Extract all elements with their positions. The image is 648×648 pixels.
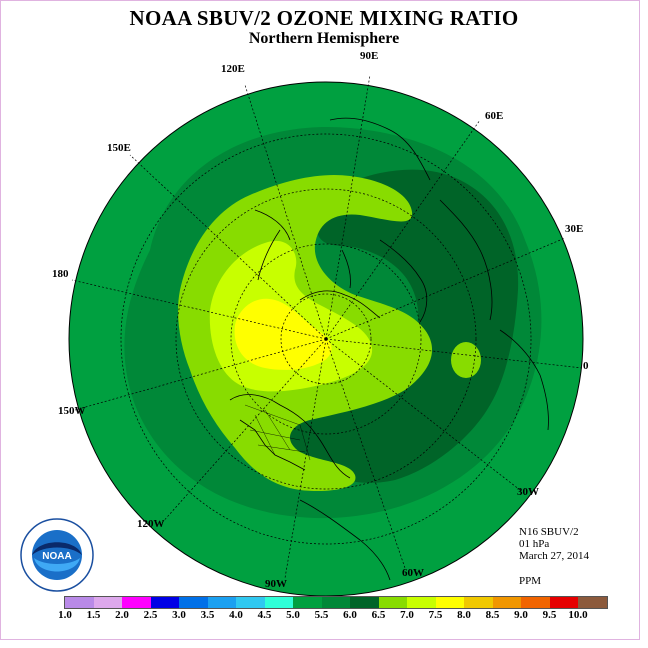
colorbar-swatch [578, 597, 607, 608]
coastlines [229, 117, 549, 581]
lon-label-120e: 120E [221, 63, 245, 75]
colorbar-swatch [122, 597, 151, 608]
pressure-level-label: 01 hPa [519, 538, 550, 550]
map-title: NOAA SBUV/2 OZONE MIXING RATIO [129, 6, 519, 30]
lon-label-90w: 90W [265, 578, 287, 590]
colorbar-tick-label: 6.5 [371, 609, 386, 621]
colorbar-swatch [321, 597, 350, 608]
lon-label-90e: 90E [360, 50, 379, 62]
colorbar-tick-label: 7.5 [428, 609, 443, 621]
colorbar-tick-label: 2.5 [143, 609, 158, 621]
lon-label-180: 180 [52, 268, 69, 280]
colorbar-tick-label: 5.0 [286, 609, 300, 621]
colorbar-swatch [93, 597, 122, 608]
colorbar-tick-label: 9.5 [542, 609, 557, 621]
colorbar [64, 596, 608, 609]
colorbar-swatch [407, 597, 436, 608]
map-subtitle: Northern Hemisphere [248, 30, 400, 47]
colorbar-tick-label: 3.5 [200, 609, 215, 621]
lon-label-0: 0 [583, 360, 589, 372]
colorbar-swatch [293, 597, 322, 608]
figure-frame [0, 0, 640, 640]
us-state-boundaries [244, 404, 311, 461]
colorbar-swatch [435, 597, 464, 608]
lon-label-60e: 60E [485, 110, 504, 122]
colorbar-swatch [179, 597, 208, 608]
latitude-grid [120, 133, 532, 545]
product-info: N16 SBUV/2 01 hPa March 27, 2014 [519, 526, 589, 562]
colorbar-tick-label: 4.5 [257, 609, 272, 621]
colorbar-swatch [350, 597, 379, 608]
colorbar-tick-label: 9.0 [514, 609, 528, 621]
lon-label-30e: 30E [565, 223, 584, 235]
colorbar-tick-label: 8.5 [485, 609, 500, 621]
colorbar-swatch [236, 597, 265, 608]
colorbar-swatch [549, 597, 578, 608]
date-label: March 27, 2014 [519, 550, 589, 562]
noaa-logo: NOAA [20, 518, 94, 592]
lon-label-30w: 30W [517, 486, 539, 498]
colorbar-tick-label: 6.0 [343, 609, 357, 621]
lon-label-150w: 150W [58, 405, 86, 417]
contour-6-5-island [451, 342, 481, 378]
colorbar-swatch [492, 597, 521, 608]
colorbar-swatch [464, 597, 493, 608]
colorbar-tick-label: 1.0 [58, 609, 72, 621]
instrument-label: N16 SBUV/2 [519, 526, 579, 538]
colorbar-swatch [65, 597, 94, 608]
colorbar-swatch [207, 597, 236, 608]
colorbar-tick-label: 2.0 [115, 609, 129, 621]
colorbar-tick-label: 4.0 [229, 609, 243, 621]
colorbar-tick-label: 1.5 [86, 609, 101, 621]
colorbar-swatch [521, 597, 550, 608]
logo-wordmark: NOAA [42, 551, 71, 562]
colorbar-swatch [264, 597, 293, 608]
lon-label-60w: 60W [402, 567, 424, 579]
colorbar-tick-label: 3.0 [172, 609, 186, 621]
colorbar-swatch [378, 597, 407, 608]
lon-label-120w: 120W [137, 518, 165, 530]
colorbar-tick-label: 5.5 [314, 609, 329, 621]
units-label: PPM [519, 575, 542, 587]
colorbar-tick-label: 10.0 [568, 609, 588, 621]
meridian-grid [71, 74, 583, 579]
contour-7-5 [234, 298, 332, 370]
colorbar-swatch [150, 597, 179, 608]
lon-label-150e: 150E [107, 142, 131, 154]
colorbar-tick-label: 7.0 [400, 609, 414, 621]
colorbar-tick-label: 8.0 [457, 609, 471, 621]
